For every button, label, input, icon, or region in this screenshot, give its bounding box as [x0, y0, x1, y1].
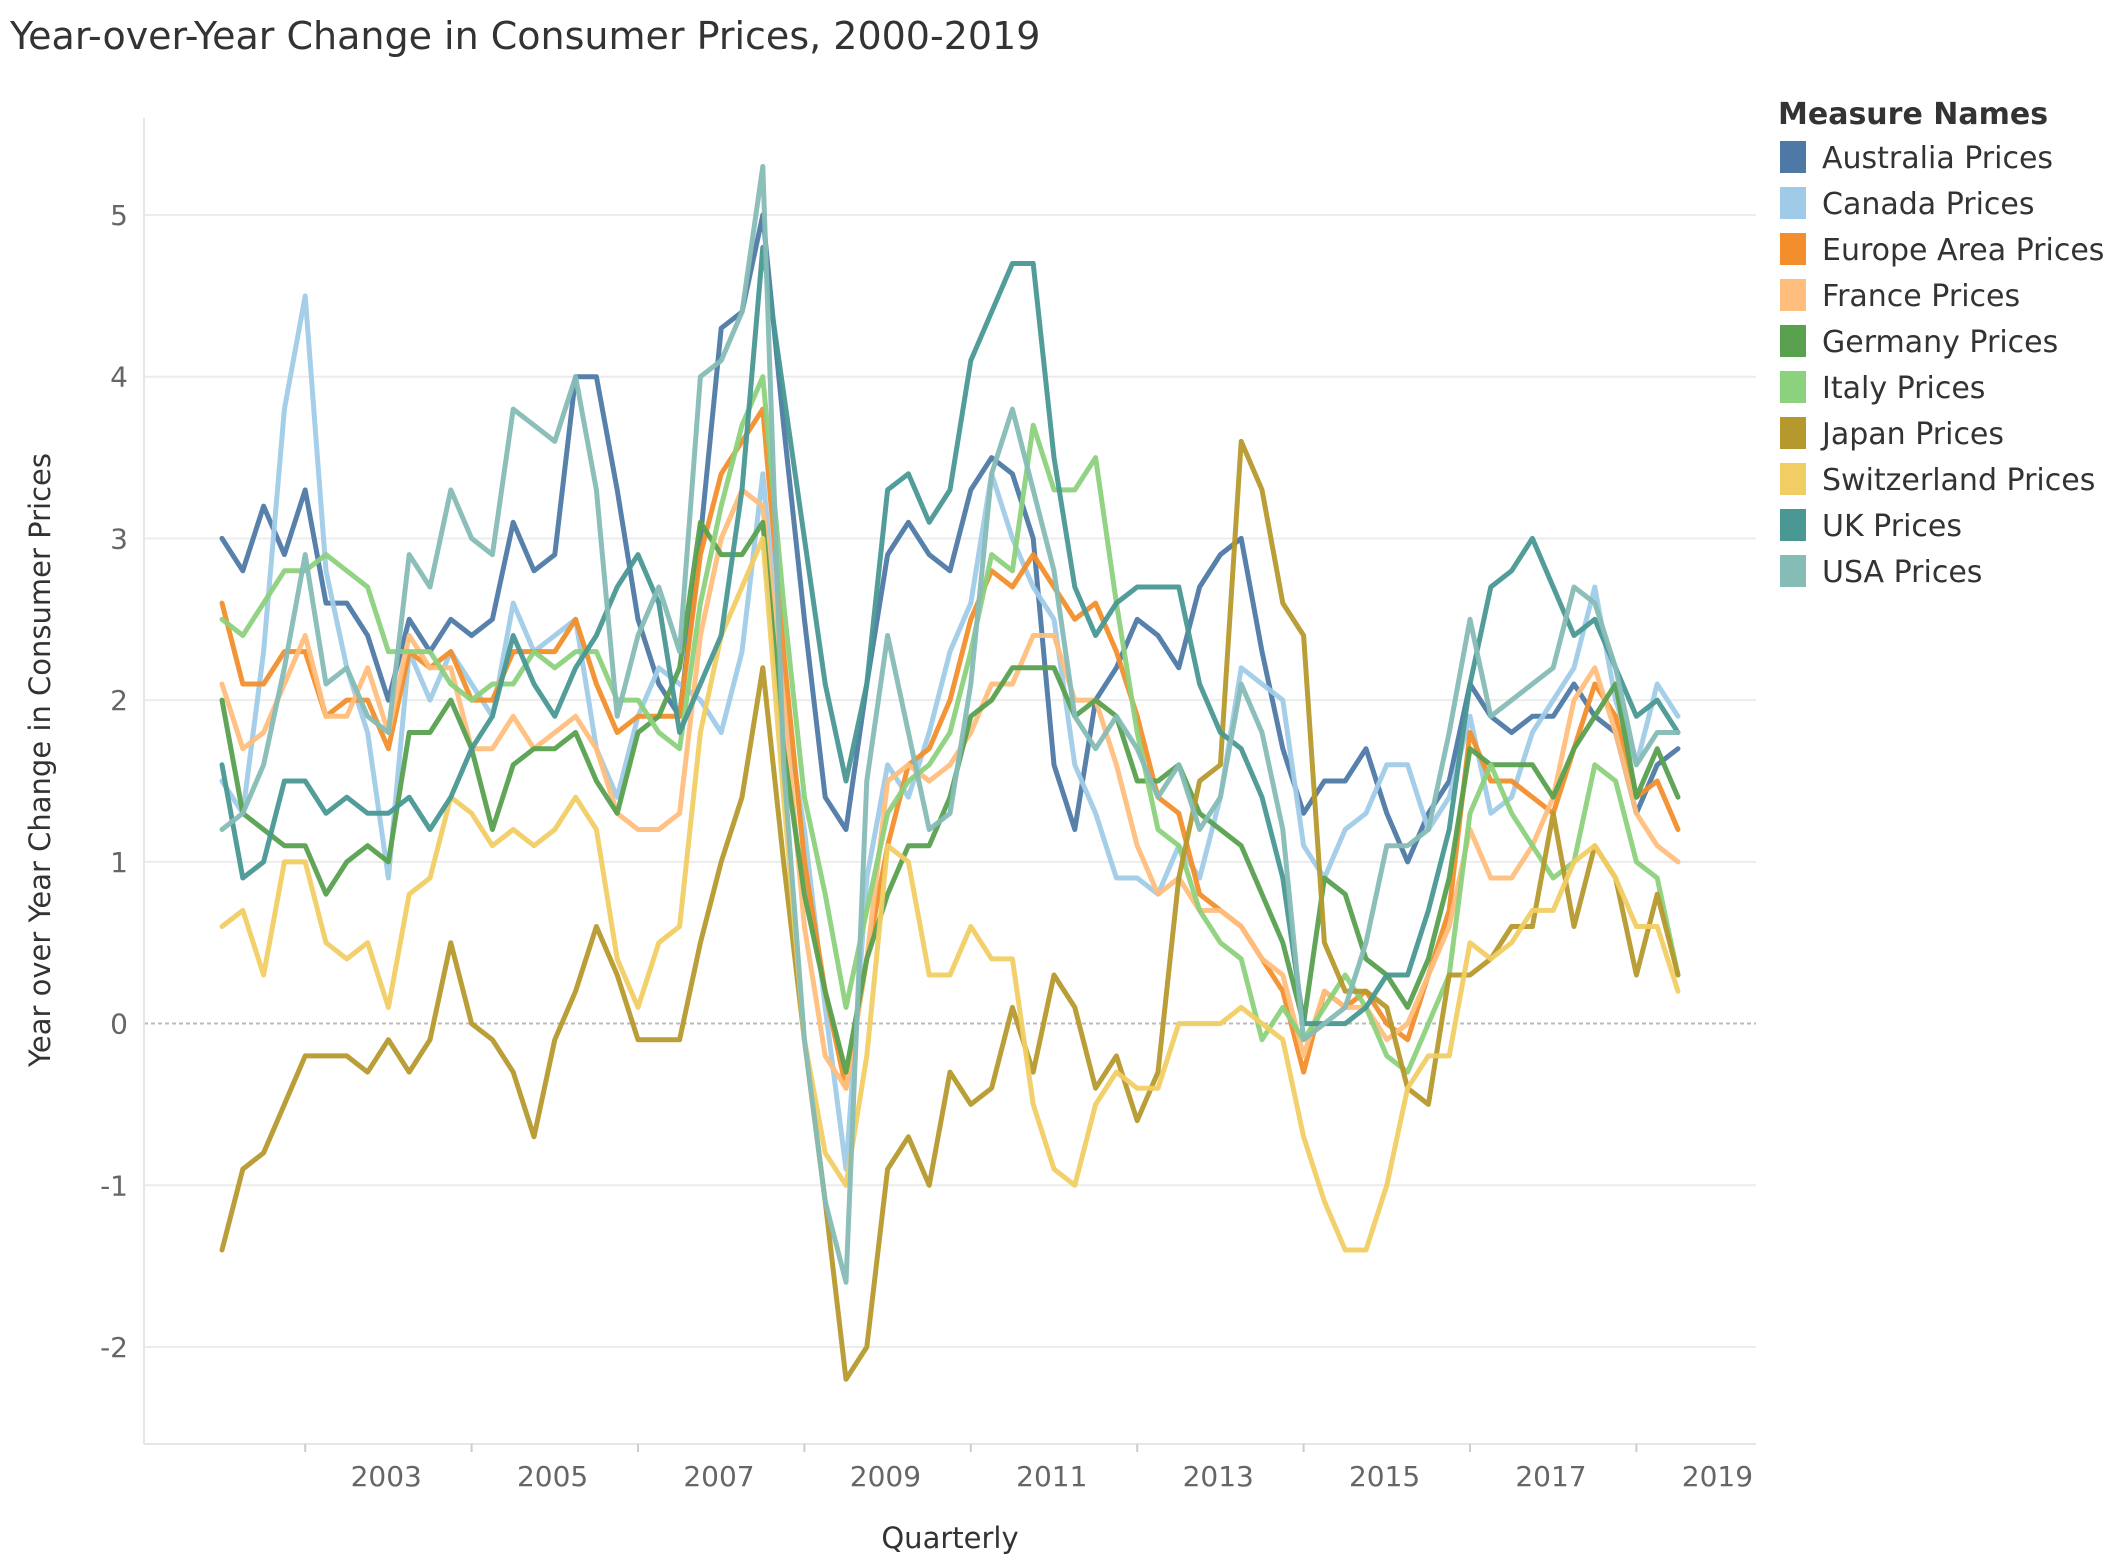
legend-swatch-canada-prices [1780, 187, 1806, 219]
legend-label-usa-prices: USA Prices [1822, 555, 1982, 590]
series-line-uk-prices [219, 244, 1681, 1027]
legend-title: Measure Names [1778, 97, 2048, 132]
legend-label-italy-prices: Italy Prices [1822, 371, 1985, 406]
legend-label-japan-prices: Japan Prices [1820, 417, 2004, 452]
y-tick-label: -1 [100, 1169, 128, 1202]
gridlines [144, 214, 1756, 1348]
legend-items: Australia Prices Canada Prices Europe Area… [1780, 141, 2104, 590]
legend-label-switzerland-prices: Switzerland Prices [1822, 463, 2095, 498]
series-line-germany-prices [219, 519, 1681, 1075]
series-line-france-prices [219, 487, 1681, 1091]
x-tick-label: 2003 [351, 1460, 422, 1493]
y-tick-label: 4 [110, 361, 128, 394]
legend-swatch-europe-area-prices [1780, 233, 1806, 265]
legend-label-france-prices: France Prices [1822, 279, 2020, 314]
legend-swatch-australia-prices [1780, 141, 1806, 173]
y-tick-label: 0 [110, 1008, 128, 1041]
x-tick-label: 2017 [1515, 1460, 1586, 1493]
series-line-italy-prices [219, 374, 1681, 1075]
x-tick-label: 2005 [517, 1460, 588, 1493]
series-line-usa-prices [219, 164, 1681, 1285]
series-lines [219, 164, 1681, 1382]
legend-label-germany-prices: Germany Prices [1822, 325, 2058, 360]
legend-label-canada-prices: Canada Prices [1822, 187, 2035, 222]
chart-title: Year-over-Year Change in Consumer Prices… [10, 14, 1041, 58]
legend-swatch-italy-prices [1780, 371, 1806, 403]
x-tick-label: 2007 [683, 1460, 754, 1493]
legend-swatch-japan-prices [1780, 417, 1806, 449]
x-tick-label: 2015 [1349, 1460, 1420, 1493]
x-tick-label: 2013 [1183, 1460, 1254, 1493]
legend-label-europe-area-prices: Europe Area Prices [1822, 233, 2104, 268]
series-line-switzerland-prices [219, 535, 1681, 1253]
x-tick-label: 2011 [1016, 1460, 1087, 1493]
legend-label-australia-prices: Australia Prices [1822, 141, 2053, 176]
legend-label-uk-prices: UK Prices [1822, 509, 1962, 544]
y-tick-label: 1 [110, 846, 128, 879]
y-axis-ticks: -2 -1 0 1 2 3 4 5 [100, 199, 128, 1364]
series-line-canada-prices [219, 293, 1681, 1172]
x-tick-label: 2019 [1682, 1460, 1753, 1493]
x-tick-label: 2009 [850, 1460, 921, 1493]
legend-swatch-uk-prices [1780, 509, 1806, 541]
legend-swatch-france-prices [1780, 279, 1806, 311]
legend-swatch-germany-prices [1780, 325, 1806, 357]
y-axis-title: Year over Year Change in Consumer Prices [23, 453, 57, 1068]
y-tick-label: 3 [110, 522, 128, 555]
y-tick-label: 5 [110, 199, 128, 232]
legend: Measure Names Australia Prices Canada Pri… [1778, 97, 2104, 590]
legend-swatch-usa-prices [1780, 555, 1806, 587]
y-tick-label: -2 [100, 1331, 128, 1364]
series-line-japan-prices [219, 438, 1681, 1382]
legend-swatch-switzerland-prices [1780, 463, 1806, 495]
axes [143, 118, 1756, 1445]
x-axis-ticks: 2003 2005 2007 2009 2011 2013 2015 2017 2019 [304, 1444, 1753, 1493]
x-axis-title: Quarterly [881, 1521, 1018, 1555]
y-tick-label: 2 [110, 684, 128, 717]
